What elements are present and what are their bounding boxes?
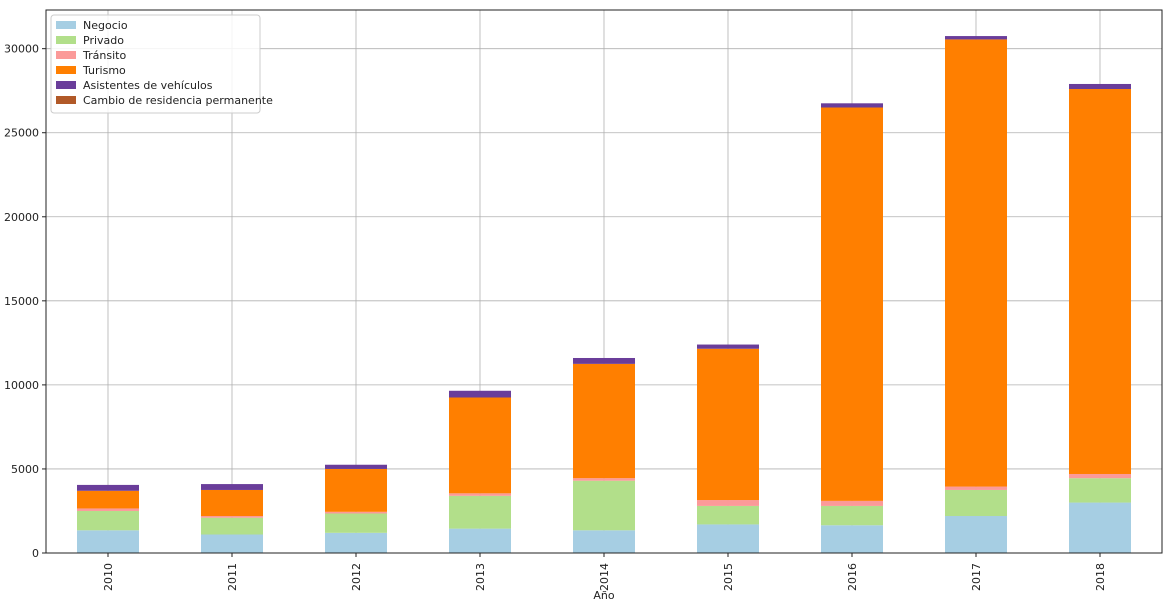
bar-segment — [821, 525, 883, 553]
bar-segment — [201, 489, 263, 517]
bar-segment — [77, 490, 139, 509]
x-tick-label: 2018 — [1094, 563, 1107, 591]
legend-label: Turismo — [82, 64, 126, 77]
legend-swatch — [56, 36, 76, 44]
bar-segment — [449, 495, 511, 529]
bar-segment — [821, 107, 883, 501]
legend-label: Privado — [83, 34, 124, 47]
y-tick-label: 20000 — [4, 211, 39, 224]
x-tick-label: 2010 — [102, 563, 115, 591]
bar-segment — [325, 464, 387, 469]
legend-frame — [50, 14, 261, 114]
bar-segment — [945, 486, 1007, 490]
bar-segment — [697, 505, 759, 525]
bar-segment — [325, 532, 387, 553]
y-axis: 0 5000 10000 15000 20000 25000 30000 — [4, 43, 46, 560]
bars — [77, 36, 1131, 553]
bar-segment — [573, 530, 635, 553]
bar-segment — [1069, 502, 1131, 553]
bar-segment — [821, 505, 883, 526]
bar-segment — [945, 489, 1007, 517]
y-tick-label: 5000 — [11, 463, 39, 476]
bar-segment — [573, 478, 635, 481]
bar-segment — [201, 517, 263, 535]
bar-segment — [77, 510, 139, 531]
bar-segment — [697, 524, 759, 553]
bar-segment — [1069, 83, 1131, 90]
bar-segment — [449, 390, 511, 398]
x-tick-label: 2012 — [350, 563, 363, 591]
bar-segment — [697, 348, 759, 501]
bar-segment — [573, 480, 635, 531]
x-tick-label: 2013 — [474, 563, 487, 591]
bar-segment — [1069, 473, 1131, 479]
x-tick-label: 2011 — [226, 563, 239, 591]
bar-segment — [945, 39, 1007, 487]
bar-segment — [697, 344, 759, 349]
bar-segment — [945, 516, 1007, 553]
x-axis-label: Año — [593, 589, 614, 602]
bar-segment — [201, 484, 263, 490]
bar-segment — [325, 468, 387, 512]
bar-segment — [77, 484, 139, 491]
bar-segment — [821, 500, 883, 506]
x-tick-label: 2015 — [722, 563, 735, 591]
y-tick-label: 25000 — [4, 127, 39, 140]
bar-segment — [573, 357, 635, 364]
legend-label: Asistentes de vehículos — [83, 79, 213, 92]
legend-label: Negocio — [83, 19, 128, 32]
bar-segment — [573, 363, 635, 479]
x-axis: 2010 2011 2012 2013 2014 2015 2016 2017 2018 — [102, 553, 1107, 591]
bar-segment — [201, 516, 263, 518]
bar-segment — [1069, 89, 1131, 474]
legend: Negocio Privado Tránsito Turismo Asistentes … — [50, 14, 273, 114]
y-tick-label: 10000 — [4, 379, 39, 392]
bar-segment — [449, 493, 511, 496]
bar-segment — [945, 36, 1007, 40]
legend-label: Tránsito — [82, 49, 126, 62]
bar-segment — [449, 397, 511, 494]
bar-segment — [449, 528, 511, 553]
legend-label: Cambio de residencia permanente — [83, 94, 273, 107]
legend-swatch — [56, 21, 76, 29]
x-tick-label: 2017 — [970, 563, 983, 591]
bar-segment — [201, 534, 263, 553]
bar-segment — [325, 511, 387, 514]
bar-segment — [697, 500, 759, 506]
y-tick-label: 15000 — [4, 295, 39, 308]
x-tick-label: 2016 — [846, 563, 859, 591]
bar-segment — [325, 513, 387, 533]
legend-swatch — [56, 81, 76, 89]
x-tick-label: 2014 — [598, 563, 611, 591]
legend-swatch — [56, 66, 76, 74]
bar-segment — [77, 530, 139, 553]
legend-swatch — [56, 96, 76, 104]
y-tick-label: 0 — [32, 547, 39, 560]
legend-swatch — [56, 51, 76, 59]
bar-segment — [1069, 478, 1131, 503]
y-tick-label: 30000 — [4, 43, 39, 56]
bar-segment — [77, 508, 139, 511]
bar-segment — [821, 103, 883, 108]
